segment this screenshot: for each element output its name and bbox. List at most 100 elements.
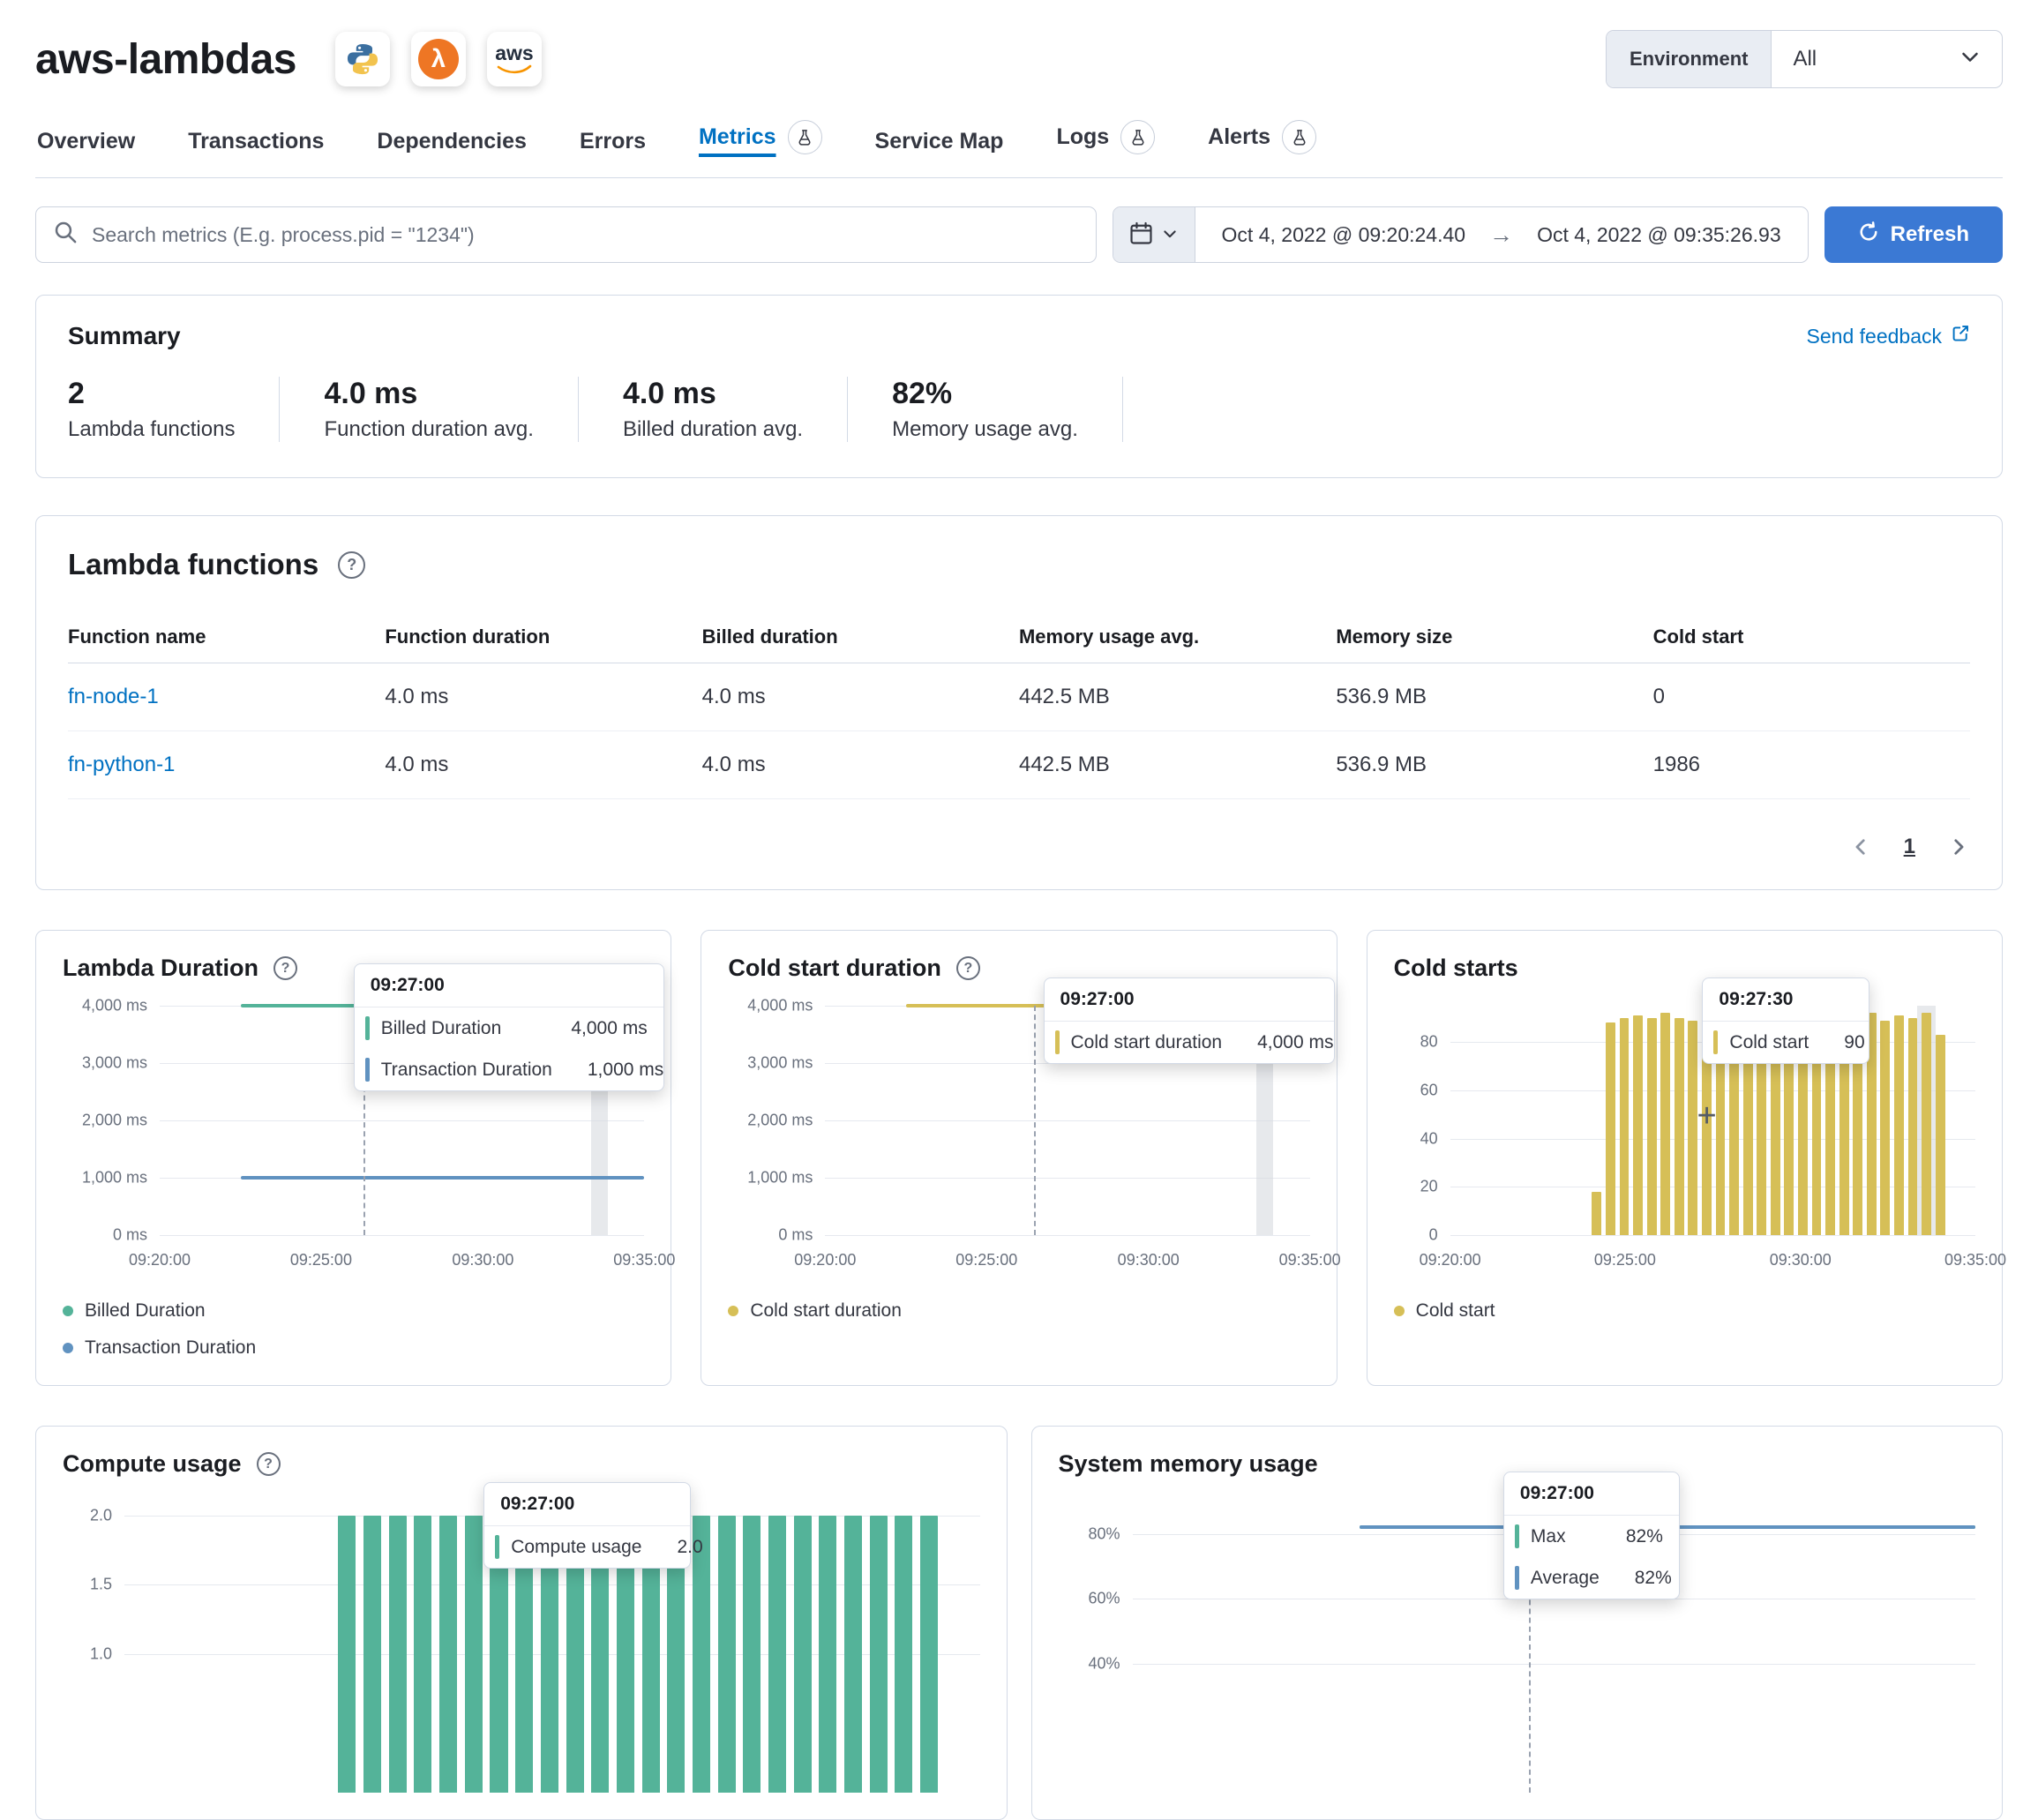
date-range-end[interactable]: Oct 4, 2022 @ 09:35:26.93	[1537, 222, 1781, 246]
chart-title: Compute usage	[63, 1450, 242, 1478]
gridline	[1450, 1090, 1975, 1091]
gridline	[825, 1178, 1310, 1180]
help-icon[interactable]: ?	[338, 550, 366, 579]
y-axis: 2.0 1.5 1.0	[63, 1502, 124, 1793]
chart-bar	[1646, 1017, 1657, 1236]
chart-bar	[1619, 1017, 1630, 1236]
chart-bar	[920, 1515, 939, 1794]
plot-area[interactable]: 09:27:00 Cold start duration 4,000 ms	[825, 977, 1335, 1237]
environment-value: All	[1793, 47, 1817, 71]
help-icon[interactable]: ?	[256, 1452, 281, 1477]
metrics-toolbar: Oct 4, 2022 @ 09:20:24.40 → Oct 4, 2022 …	[35, 206, 2003, 263]
legend-item[interactable]: Transaction Duration	[63, 1337, 644, 1359]
y-axis-label: 60	[1420, 1081, 1438, 1099]
legend-item[interactable]: Cold start duration	[728, 1300, 1309, 1322]
legend-item[interactable]: Cold start	[1393, 1300, 1975, 1322]
chart-title: System memory usage	[1058, 1450, 1318, 1478]
legend-dot	[63, 1343, 73, 1354]
tab-errors[interactable]: Errors	[579, 129, 646, 154]
x-axis-label: 09:20:00	[128, 1251, 191, 1270]
plot-area[interactable]: 09:27:00 Billed Duration 4,000 ms Transac…	[160, 963, 664, 1237]
cell-memory-usage: 442.5 MB	[1018, 730, 1337, 800]
x-axis-label: 09:20:00	[794, 1251, 857, 1270]
plot-area[interactable]: + 09:27:30 Cold start 90	[1450, 977, 1975, 1237]
chart-bar	[1866, 1013, 1877, 1236]
tab-logs[interactable]: Logs	[1054, 120, 1157, 177]
chart-bar	[1922, 1013, 1931, 1236]
summary-panel: Summary Send feedback 2 Lambda functions…	[35, 295, 2003, 479]
cell-billed-duration: 4.0 ms	[701, 730, 1019, 800]
search-input[interactable]	[92, 222, 1078, 247]
environment-select[interactable]: Environment All	[1606, 30, 2003, 88]
chart-bar	[895, 1515, 913, 1794]
column-header-memory-usage: Memory usage avg.	[1018, 611, 1337, 664]
x-axis-label: 09:20:00	[1419, 1251, 1481, 1270]
chevron-right-icon[interactable]	[1947, 835, 1970, 858]
service-header: aws-lambdas λ aws Environment All	[35, 21, 2003, 120]
stat-billed-duration: 4.0 ms Billed duration avg.	[579, 377, 849, 443]
y-axis-label: 4,000 ms	[81, 996, 147, 1015]
chart-legend: Cold start duration	[728, 1300, 1309, 1322]
y-axis-label: 60%	[1088, 1589, 1120, 1607]
x-axis: 09:20:00 09:25:00 09:30:00 09:35:00	[129, 1244, 675, 1274]
plot-area[interactable]: 09:27:00 Compute usage 2.0	[124, 1482, 980, 1794]
y-axis-label: 0 ms	[112, 1225, 147, 1244]
cell-memory-size: 536.9 MB	[1336, 663, 1653, 732]
tab-service-map[interactable]: Service Map	[874, 129, 1004, 154]
y-axis-label: 40%	[1088, 1654, 1120, 1673]
chart-bar	[793, 1515, 812, 1794]
series-line	[906, 1004, 1053, 1008]
tab-overview[interactable]: Overview	[37, 129, 136, 154]
aws-icon: aws	[486, 32, 542, 86]
y-axis-label: 3,000 ms	[81, 1053, 147, 1072]
page-number[interactable]: 1	[1903, 835, 1915, 859]
chart-bar	[1893, 1015, 1904, 1236]
column-header-cold-start: Cold start	[1652, 611, 1970, 664]
send-feedback-link[interactable]: Send feedback	[1807, 324, 1970, 348]
cell-memory-size: 536.9 MB	[1336, 730, 1653, 800]
help-icon[interactable]: ?	[273, 956, 298, 981]
date-range-picker: Oct 4, 2022 @ 09:20:24.40 → Oct 4, 2022 …	[1112, 206, 1809, 263]
y-axis-label: 2,000 ms	[747, 1111, 813, 1129]
help-icon[interactable]: ?	[955, 956, 980, 981]
y-axis-label: 20	[1420, 1177, 1438, 1195]
refresh-icon	[1858, 221, 1879, 249]
tab-transactions[interactable]: Transactions	[188, 129, 325, 154]
plot-area[interactable]: 09:27:00 Max 82% Average 82%	[1132, 1472, 1975, 1794]
summary-heading: Summary	[68, 322, 181, 349]
date-range-start[interactable]: Oct 4, 2022 @ 09:20:24.40	[1221, 222, 1466, 246]
function-link[interactable]: fn-node-1	[68, 663, 386, 732]
chart-bar	[1839, 1015, 1849, 1236]
chart-bar	[1880, 1020, 1891, 1236]
legend-dot	[728, 1306, 739, 1317]
gridline	[825, 1235, 1310, 1237]
crosshair-line	[363, 1006, 365, 1236]
compute-usage-chart: Compute usage ? 2.0 1.5 1.0 09:27:00 Compu…	[35, 1426, 1008, 1820]
legend-item[interactable]: Billed Duration	[63, 1300, 644, 1322]
y-axis: 80% 60% 40%	[1059, 1502, 1133, 1793]
chart-bar	[819, 1515, 837, 1794]
function-link[interactable]: fn-python-1	[68, 730, 386, 800]
gridline	[1450, 1235, 1975, 1237]
tab-alerts[interactable]: Alerts	[1206, 120, 1318, 177]
refresh-button[interactable]: Refresh	[1824, 206, 2003, 263]
legend-dot	[63, 1306, 73, 1317]
chart-bar	[1935, 1034, 1945, 1236]
aws-lambda-icon: λ	[410, 32, 466, 86]
chart-bar	[464, 1515, 483, 1794]
chart-bar	[388, 1515, 407, 1794]
chart-bar	[1660, 1013, 1671, 1236]
chart-bar	[1797, 1013, 1808, 1236]
tab-dependencies[interactable]: Dependencies	[377, 129, 527, 154]
chart-title: Cold starts	[1393, 955, 1518, 982]
chart-title: Cold start duration	[728, 955, 941, 982]
y-axis-label: 1,000 ms	[747, 1168, 813, 1187]
chart-bar	[1605, 1022, 1615, 1236]
chevron-left-icon[interactable]	[1849, 835, 1872, 858]
table-row: fn-node-1 4.0 ms 4.0 ms 442.5 MB 536.9 M…	[68, 663, 1970, 732]
chart-bar	[1674, 1017, 1684, 1236]
x-axis-label: 09:35:00	[1944, 1251, 2007, 1270]
calendar-button[interactable]	[1113, 207, 1195, 262]
tab-metrics[interactable]: Metrics	[697, 120, 824, 177]
